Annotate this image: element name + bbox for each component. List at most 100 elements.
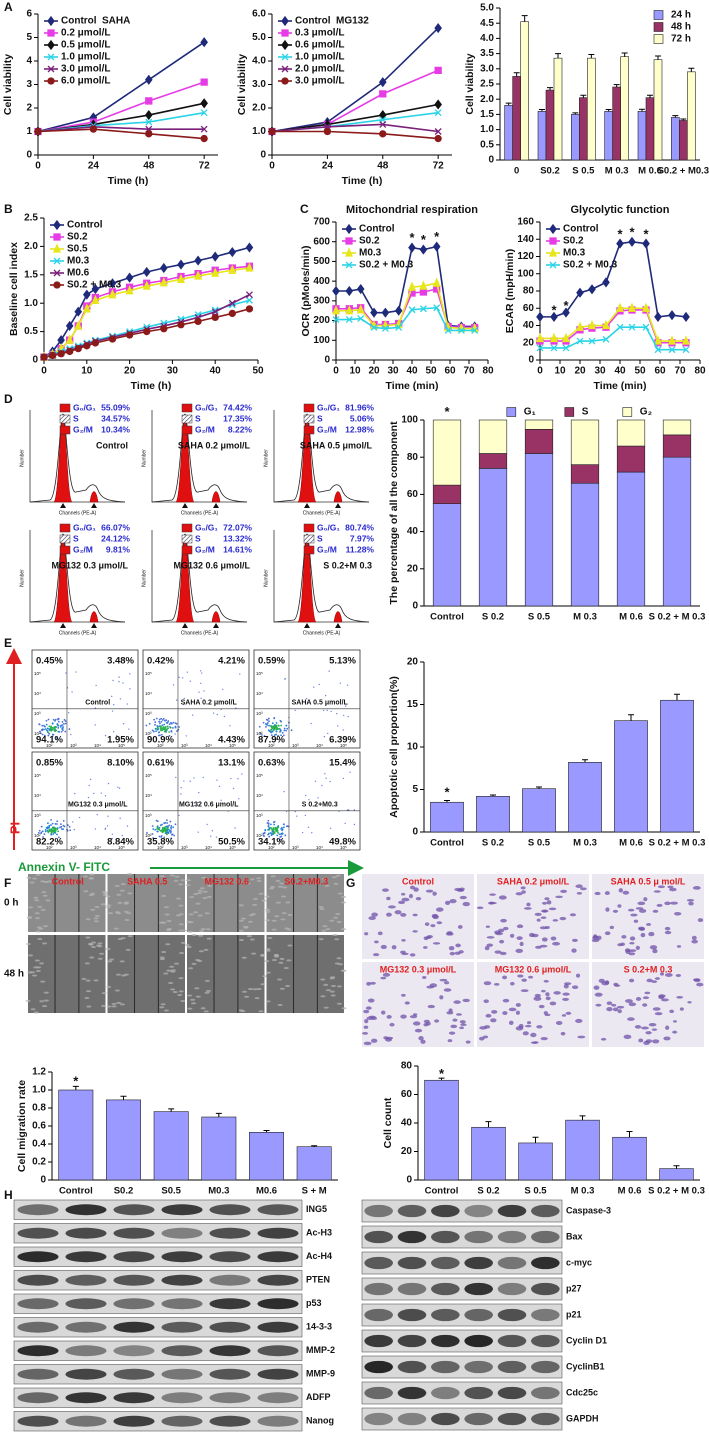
blot-band xyxy=(431,1282,460,1296)
legend-label: M0.6 xyxy=(67,268,90,279)
flow-dot xyxy=(170,837,173,840)
cell xyxy=(659,972,665,976)
flow-dot xyxy=(199,670,202,672)
x-tick-label: 20 xyxy=(124,366,136,377)
legend-label: Control xyxy=(359,224,395,235)
marker xyxy=(379,120,387,128)
cell xyxy=(400,1014,407,1019)
cell-speck xyxy=(203,948,209,951)
cell-speck xyxy=(238,938,244,941)
cell-speck xyxy=(161,951,167,954)
x-tick-label: S 0.5 xyxy=(528,612,551,623)
flow-dot xyxy=(124,805,126,807)
flow-dot xyxy=(342,714,345,717)
quadrant-value: 50.5% xyxy=(218,837,245,848)
x-tick-label: 0 xyxy=(41,366,47,377)
blot-band xyxy=(364,1308,393,1322)
cell-speck xyxy=(28,954,34,957)
flow-tick-label: 10⁵ xyxy=(145,773,152,778)
x-tick-label: Control xyxy=(430,612,464,623)
flow-tick-label: 10⁵ xyxy=(34,671,41,676)
blot-band xyxy=(431,1360,460,1374)
cell-speck xyxy=(186,946,192,949)
flow-dot xyxy=(44,828,47,831)
cell xyxy=(363,1009,370,1014)
marker xyxy=(602,277,610,288)
cell xyxy=(642,996,650,1000)
flow-dot xyxy=(202,776,204,779)
error-bar xyxy=(588,54,595,59)
phase-label: S xyxy=(73,413,79,423)
legend-label: 2.0 μmol/L xyxy=(295,64,344,75)
y-tick-label: 1.5 xyxy=(24,269,38,280)
blot-band xyxy=(161,1321,203,1333)
flow-dot xyxy=(232,787,235,790)
cell xyxy=(490,1018,497,1023)
cell xyxy=(661,998,669,1002)
quadrant-value: 82.2% xyxy=(36,837,63,848)
marker xyxy=(576,321,584,331)
blot-band xyxy=(161,1298,203,1310)
cell-speck xyxy=(168,981,174,984)
blot-band xyxy=(161,1392,203,1404)
flow-dot xyxy=(155,717,158,720)
cell xyxy=(652,909,659,913)
flow-dot xyxy=(48,830,51,832)
marker xyxy=(654,346,662,354)
cell xyxy=(425,936,432,940)
flow-dot xyxy=(107,815,109,817)
cell-speck xyxy=(35,970,41,973)
cell-speck xyxy=(335,874,341,877)
flow-dot xyxy=(158,720,161,723)
flow-dot xyxy=(349,771,351,773)
flow-dot xyxy=(218,785,221,788)
phase-value: 81.96% xyxy=(345,402,374,412)
cell-speck xyxy=(279,957,285,960)
histogram-name: MG132 0.6 μmol/L xyxy=(173,560,250,570)
flow-dot xyxy=(57,718,59,721)
y-tick-label: 40 xyxy=(401,1118,413,1129)
flow-dot xyxy=(67,712,70,714)
cell-speck xyxy=(89,956,95,959)
marker xyxy=(433,304,441,312)
cell xyxy=(604,980,610,985)
cell xyxy=(538,1004,545,1009)
cell-speck xyxy=(205,989,211,992)
cell xyxy=(508,1007,517,1012)
blot-band xyxy=(464,1204,493,1218)
phase-icon xyxy=(303,545,315,555)
marker xyxy=(642,238,650,249)
cell-speck xyxy=(117,938,123,941)
y-tick-label: 0.8 xyxy=(32,1103,46,1114)
wound-label: MG132 0.6 xyxy=(204,876,249,886)
bar xyxy=(565,1119,600,1181)
marker xyxy=(549,247,557,257)
phase-label: G₂/M xyxy=(317,424,337,434)
cell-speck xyxy=(280,918,286,921)
cell xyxy=(634,1025,642,1029)
phase-icon xyxy=(181,534,193,544)
cell-speck xyxy=(274,915,280,918)
cell xyxy=(644,991,651,995)
cell xyxy=(448,946,455,951)
phase-value: 8.22% xyxy=(228,424,253,434)
legend-label: M0.3 xyxy=(563,248,586,259)
y-tick-label: 3.5 xyxy=(480,48,494,59)
cell-speck xyxy=(94,914,100,917)
flow-dot xyxy=(117,786,119,788)
cell-speck xyxy=(43,999,49,1002)
cell-speck xyxy=(174,875,180,878)
cell-speck xyxy=(97,945,103,948)
panel-label: G xyxy=(346,876,355,890)
y-tick-label: 3.0 xyxy=(480,63,494,74)
bar xyxy=(679,120,688,161)
flow-dot xyxy=(73,828,75,831)
marker xyxy=(562,332,570,343)
blot-band xyxy=(161,1274,203,1286)
cell-speck xyxy=(169,874,175,877)
blot-band xyxy=(257,1298,299,1310)
annotation: * xyxy=(551,302,557,317)
flow-dot xyxy=(158,828,161,831)
flow-dot xyxy=(169,726,171,728)
flow-dot xyxy=(75,671,77,673)
